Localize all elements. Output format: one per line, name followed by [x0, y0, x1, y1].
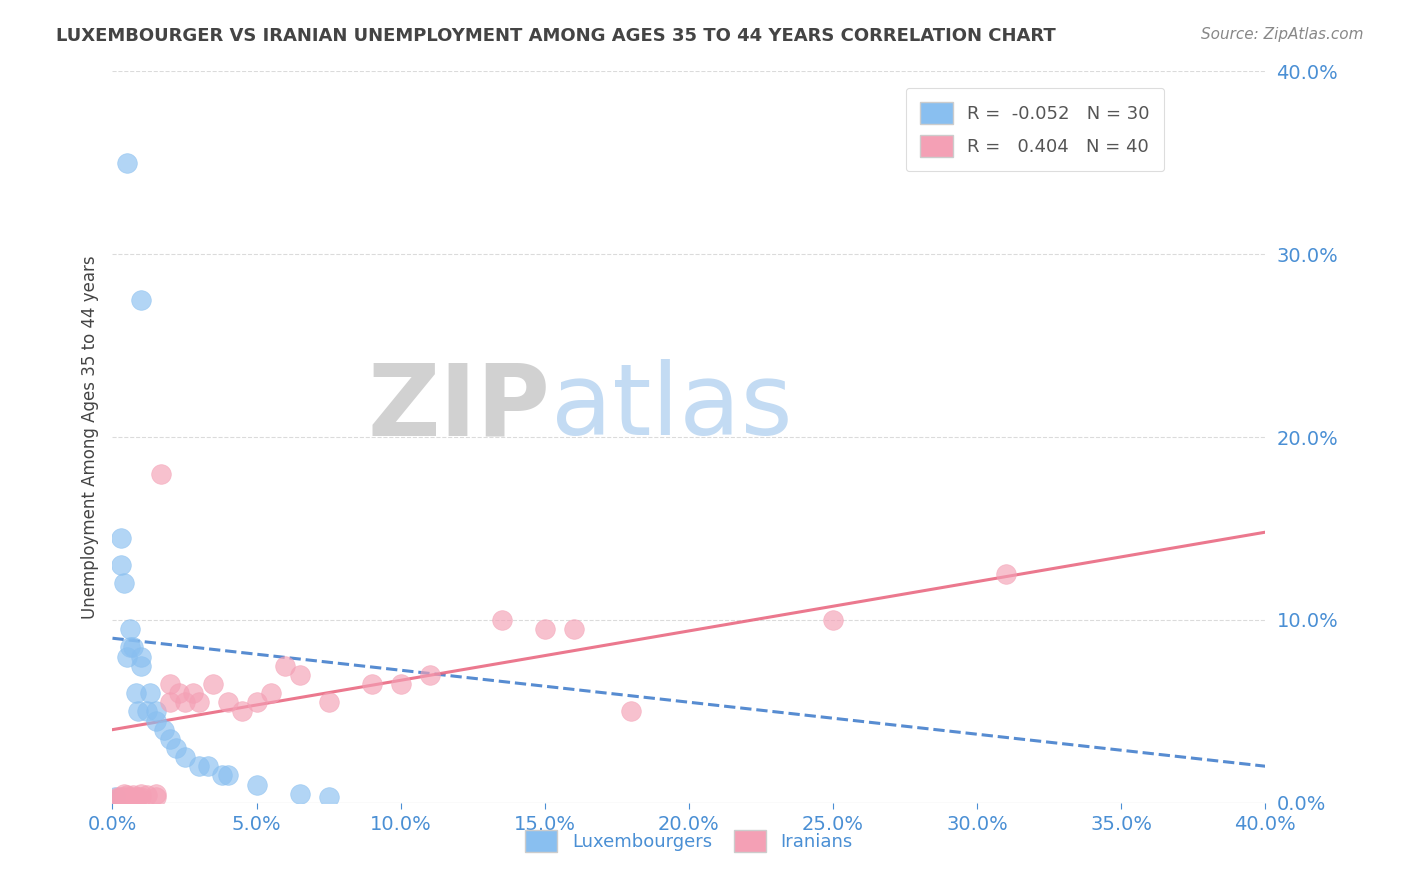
Text: Source: ZipAtlas.com: Source: ZipAtlas.com — [1201, 27, 1364, 42]
Point — [129, 658, 153, 673]
Point — [562, 622, 585, 636]
Point — [104, 790, 127, 805]
Point — [118, 790, 141, 805]
Point — [231, 705, 253, 719]
Point — [112, 787, 135, 801]
Point — [110, 790, 132, 805]
Point — [127, 790, 149, 805]
Point — [139, 686, 162, 700]
Point — [145, 705, 167, 719]
Point — [129, 787, 153, 801]
Point — [115, 649, 138, 664]
Point — [121, 640, 143, 655]
Text: ZIP: ZIP — [368, 359, 551, 457]
Point — [389, 677, 412, 691]
Point — [145, 714, 167, 728]
Point — [115, 792, 138, 806]
Point — [136, 789, 159, 803]
Point — [318, 790, 340, 805]
Point — [121, 789, 143, 803]
Point — [159, 695, 181, 709]
Point — [995, 567, 1018, 582]
Point — [217, 768, 239, 782]
Point — [110, 558, 132, 573]
Point — [167, 686, 190, 700]
Point — [136, 705, 159, 719]
Point — [173, 695, 195, 709]
Point — [246, 778, 269, 792]
Point — [360, 677, 382, 691]
Point — [491, 613, 513, 627]
Point — [107, 790, 129, 805]
Point — [118, 622, 141, 636]
Point — [246, 695, 269, 709]
Point — [202, 677, 225, 691]
Point — [110, 531, 132, 545]
Point — [274, 658, 297, 673]
Legend: Luxembourgers, Iranians: Luxembourgers, Iranians — [510, 816, 868, 867]
Point — [124, 686, 146, 700]
Point — [173, 750, 195, 764]
Point — [821, 613, 844, 627]
Point — [115, 156, 138, 170]
Text: LUXEMBOURGER VS IRANIAN UNEMPLOYMENT AMONG AGES 35 TO 44 YEARS CORRELATION CHART: LUXEMBOURGER VS IRANIAN UNEMPLOYMENT AMO… — [56, 27, 1056, 45]
Point — [197, 759, 219, 773]
Point — [159, 677, 181, 691]
Point — [104, 794, 127, 808]
Point — [129, 293, 153, 307]
Point — [534, 622, 557, 636]
Point — [112, 790, 135, 805]
Y-axis label: Unemployment Among Ages 35 to 44 years: Unemployment Among Ages 35 to 44 years — [80, 255, 98, 619]
Point — [260, 686, 283, 700]
Point — [217, 695, 239, 709]
Point — [129, 649, 153, 664]
Point — [129, 790, 153, 805]
Point — [159, 731, 181, 746]
Point — [419, 667, 441, 681]
Point — [165, 740, 187, 755]
Point — [620, 705, 643, 719]
Point — [145, 790, 167, 805]
Text: atlas: atlas — [551, 359, 792, 457]
Point — [288, 787, 311, 801]
Point — [318, 695, 340, 709]
Point — [211, 768, 233, 782]
Point — [112, 576, 135, 591]
Point — [288, 667, 311, 681]
Point — [181, 686, 204, 700]
Point — [145, 787, 167, 801]
Point — [188, 695, 211, 709]
Point — [115, 789, 138, 803]
Point — [127, 705, 149, 719]
Point — [150, 467, 173, 481]
Point — [104, 792, 127, 806]
Point — [118, 640, 141, 655]
Point — [153, 723, 176, 737]
Point — [124, 790, 146, 805]
Point — [188, 759, 211, 773]
